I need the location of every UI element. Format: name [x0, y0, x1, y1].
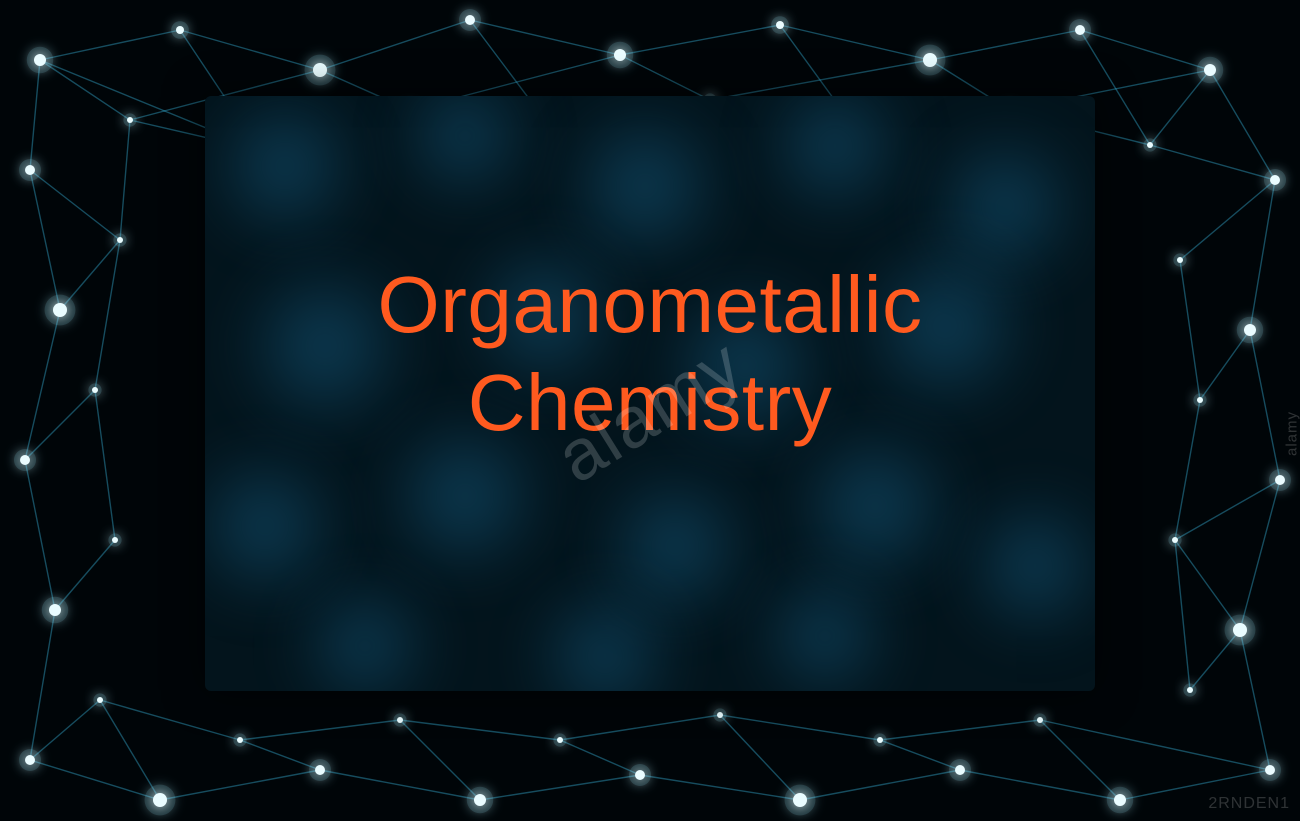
- stage: Organometallic Chemistry alamy alamy 2RN…: [0, 0, 1300, 821]
- title-line-1: Organometallic: [377, 259, 922, 351]
- center-panel: Organometallic Chemistry: [205, 96, 1095, 691]
- title-line-2: Chemistry: [468, 357, 833, 449]
- title-container: Organometallic Chemistry: [205, 96, 1095, 651]
